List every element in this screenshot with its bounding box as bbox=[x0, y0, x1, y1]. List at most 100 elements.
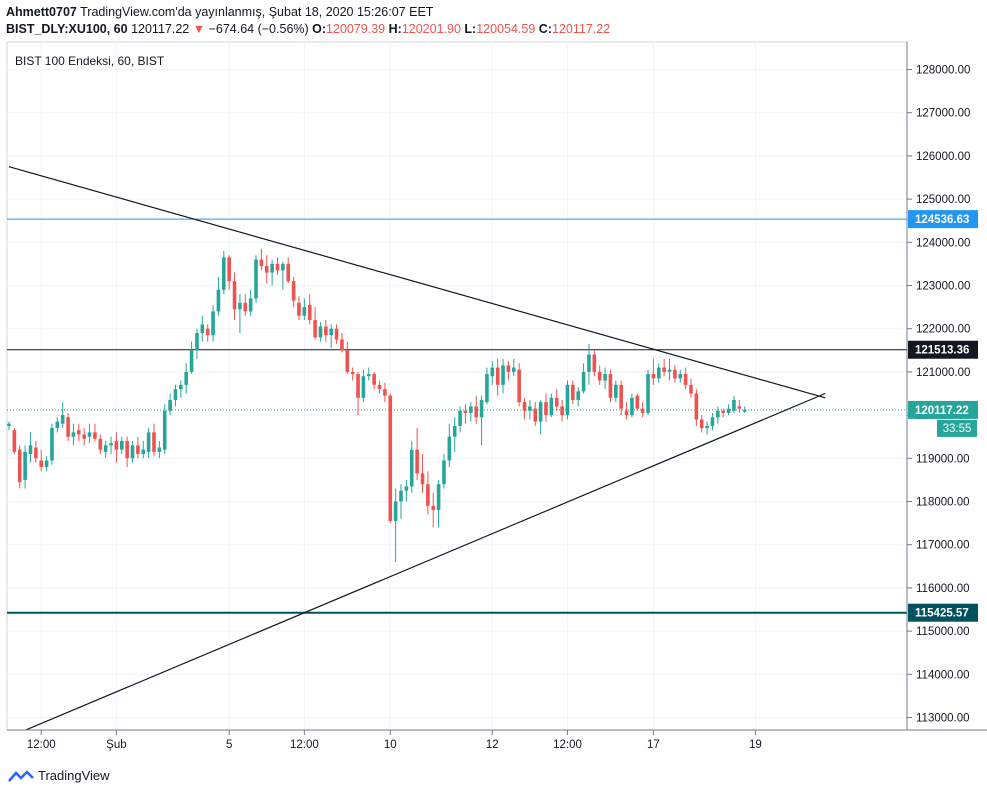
candle[interactable] bbox=[162, 404, 167, 454]
candle[interactable] bbox=[254, 255, 258, 303]
candle-body[interactable] bbox=[614, 384, 618, 398]
candle[interactable] bbox=[103, 441, 108, 459]
candle-body[interactable] bbox=[393, 501, 398, 521]
candle-body[interactable] bbox=[184, 371, 189, 385]
candle[interactable] bbox=[479, 395, 484, 446]
candle-body[interactable] bbox=[415, 449, 419, 474]
candle[interactable] bbox=[737, 399, 742, 413]
candle[interactable] bbox=[232, 272, 237, 321]
candle[interactable] bbox=[506, 361, 511, 381]
candle[interactable] bbox=[656, 363, 661, 383]
candle-body[interactable] bbox=[597, 371, 602, 381]
candle[interactable] bbox=[119, 436, 124, 454]
candle[interactable] bbox=[501, 358, 505, 394]
candle[interactable] bbox=[356, 371, 360, 416]
candle[interactable] bbox=[152, 423, 156, 457]
candle[interactable] bbox=[420, 453, 425, 493]
candle[interactable] bbox=[538, 399, 543, 435]
candle-body[interactable] bbox=[318, 326, 323, 338]
candle-body[interactable] bbox=[388, 395, 393, 521]
candle[interactable] bbox=[350, 367, 355, 381]
candle[interactable] bbox=[716, 406, 720, 424]
candle[interactable] bbox=[98, 434, 103, 454]
candle[interactable] bbox=[318, 322, 323, 342]
candle[interactable] bbox=[313, 307, 317, 340]
candle[interactable] bbox=[560, 399, 564, 422]
candle-body[interactable] bbox=[254, 259, 258, 299]
candle[interactable] bbox=[377, 380, 382, 394]
candle-body[interactable] bbox=[372, 374, 376, 385]
candle[interactable] bbox=[533, 402, 538, 426]
candle-body[interactable] bbox=[152, 432, 156, 452]
candle[interactable] bbox=[264, 255, 269, 284]
candle-body[interactable] bbox=[565, 384, 570, 416]
candle[interactable] bbox=[168, 393, 172, 416]
candle[interactable] bbox=[565, 380, 570, 420]
candle[interactable] bbox=[705, 421, 709, 435]
candle[interactable] bbox=[442, 453, 446, 489]
candle[interactable] bbox=[93, 423, 97, 442]
candle[interactable] bbox=[141, 441, 146, 459]
candle-body[interactable] bbox=[222, 257, 226, 290]
candle-body[interactable] bbox=[576, 391, 581, 400]
candle-body[interactable] bbox=[179, 384, 183, 390]
candle[interactable] bbox=[678, 369, 683, 383]
candle[interactable] bbox=[485, 367, 489, 405]
candle-body[interactable] bbox=[522, 402, 527, 411]
candle-body[interactable] bbox=[98, 438, 103, 450]
candle[interactable] bbox=[490, 361, 495, 385]
candle-body[interactable] bbox=[699, 419, 704, 429]
candle[interactable] bbox=[592, 350, 597, 377]
candle-body[interactable] bbox=[554, 397, 559, 407]
candle[interactable] bbox=[275, 257, 280, 275]
candle[interactable] bbox=[39, 449, 44, 472]
candle[interactable] bbox=[522, 397, 527, 420]
candle[interactable] bbox=[259, 248, 264, 271]
candle[interactable] bbox=[646, 369, 650, 416]
candle-body[interactable] bbox=[587, 354, 591, 372]
candle[interactable] bbox=[587, 343, 591, 385]
candle-body[interactable] bbox=[737, 406, 742, 409]
candle-body[interactable] bbox=[683, 374, 688, 385]
candle[interactable] bbox=[511, 358, 516, 377]
candle[interactable] bbox=[136, 436, 140, 459]
candle[interactable] bbox=[651, 358, 656, 385]
candle-body[interactable] bbox=[732, 399, 736, 411]
candle-body[interactable] bbox=[227, 257, 231, 282]
candle-body[interactable] bbox=[259, 259, 264, 267]
candle[interactable] bbox=[517, 363, 521, 407]
candle-body[interactable] bbox=[28, 445, 33, 454]
candle-body[interactable] bbox=[44, 460, 49, 467]
candle-body[interactable] bbox=[281, 263, 285, 271]
candle-body[interactable] bbox=[640, 408, 645, 413]
candle-body[interactable] bbox=[39, 460, 44, 467]
candle-body[interactable] bbox=[581, 371, 586, 392]
candle[interactable] bbox=[179, 380, 183, 398]
candle-body[interactable] bbox=[286, 263, 291, 282]
candle-body[interactable] bbox=[710, 417, 715, 426]
candle-body[interactable] bbox=[109, 443, 113, 446]
candle[interactable] bbox=[50, 423, 54, 465]
candle[interactable] bbox=[281, 261, 285, 290]
candle-body[interactable] bbox=[656, 367, 661, 379]
candle[interactable] bbox=[211, 304, 215, 342]
candle[interactable] bbox=[324, 320, 328, 342]
candle-body[interactable] bbox=[571, 384, 575, 400]
candle[interactable] bbox=[544, 393, 548, 422]
candle-body[interactable] bbox=[544, 402, 548, 416]
candle-body[interactable] bbox=[77, 430, 81, 435]
candle-body[interactable] bbox=[146, 432, 151, 452]
candle[interactable] bbox=[146, 428, 151, 459]
candle-body[interactable] bbox=[130, 445, 135, 459]
candle[interactable] bbox=[436, 479, 441, 528]
candle-body[interactable] bbox=[366, 374, 371, 377]
candle-body[interactable] bbox=[694, 393, 699, 420]
candle-body[interactable] bbox=[742, 409, 747, 412]
candle[interactable] bbox=[474, 395, 478, 424]
candle-body[interactable] bbox=[216, 289, 221, 312]
candle-body[interactable] bbox=[662, 367, 666, 372]
candle-body[interactable] bbox=[479, 399, 484, 418]
candle[interactable] bbox=[238, 294, 242, 334]
candle[interactable] bbox=[597, 365, 602, 385]
